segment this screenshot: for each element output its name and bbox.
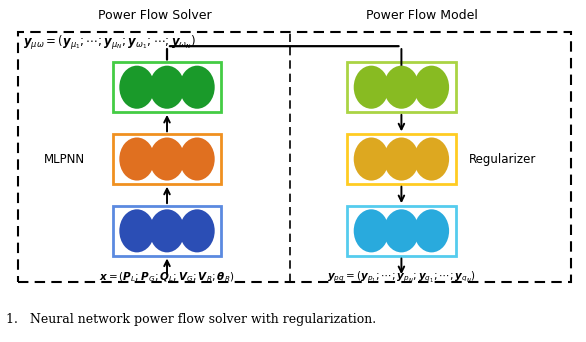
Ellipse shape bbox=[120, 66, 155, 109]
Ellipse shape bbox=[149, 66, 185, 109]
Ellipse shape bbox=[354, 209, 389, 252]
Ellipse shape bbox=[414, 209, 449, 252]
Ellipse shape bbox=[384, 66, 419, 109]
Bar bbox=[347, 134, 456, 184]
Ellipse shape bbox=[414, 66, 449, 109]
Ellipse shape bbox=[179, 137, 214, 181]
Text: 1.   Neural network power flow solver with regularization.: 1. Neural network power flow solver with… bbox=[6, 313, 376, 326]
Text: MLPNN: MLPNN bbox=[44, 153, 85, 166]
Bar bbox=[347, 62, 456, 112]
Ellipse shape bbox=[354, 137, 389, 181]
Ellipse shape bbox=[120, 209, 155, 252]
Ellipse shape bbox=[384, 137, 419, 181]
Ellipse shape bbox=[149, 209, 185, 252]
Text: Power Flow Model: Power Flow Model bbox=[366, 9, 478, 22]
Ellipse shape bbox=[149, 137, 185, 181]
Ellipse shape bbox=[179, 209, 214, 252]
Ellipse shape bbox=[179, 66, 214, 109]
Ellipse shape bbox=[120, 137, 155, 181]
Bar bbox=[18, 32, 571, 282]
Ellipse shape bbox=[354, 66, 389, 109]
Bar bbox=[347, 206, 456, 256]
Text: $\boldsymbol{y}_{pq} = (\boldsymbol{y}_{p_1};\cdots;\boldsymbol{y}_{p_N};\boldsy: $\boldsymbol{y}_{pq} = (\boldsymbol{y}_{… bbox=[327, 269, 476, 285]
Text: $\boldsymbol{x} = (\boldsymbol{P}_L;\boldsymbol{P}_G;\boldsymbol{Q}_L;\boldsymbo: $\boldsymbol{x} = (\boldsymbol{P}_L;\bol… bbox=[99, 270, 235, 284]
Bar bbox=[113, 62, 221, 112]
Text: $\boldsymbol{y}_{\mu\omega} = (\boldsymbol{y}_{\mu_1};\cdots;\boldsymbol{y}_{\mu: $\boldsymbol{y}_{\mu\omega} = (\boldsymb… bbox=[23, 34, 197, 52]
Bar bbox=[113, 206, 221, 256]
Bar bbox=[113, 134, 221, 184]
Text: Regularizer: Regularizer bbox=[469, 153, 536, 166]
Text: Power Flow Solver: Power Flow Solver bbox=[98, 9, 212, 22]
Ellipse shape bbox=[414, 137, 449, 181]
Ellipse shape bbox=[384, 209, 419, 252]
